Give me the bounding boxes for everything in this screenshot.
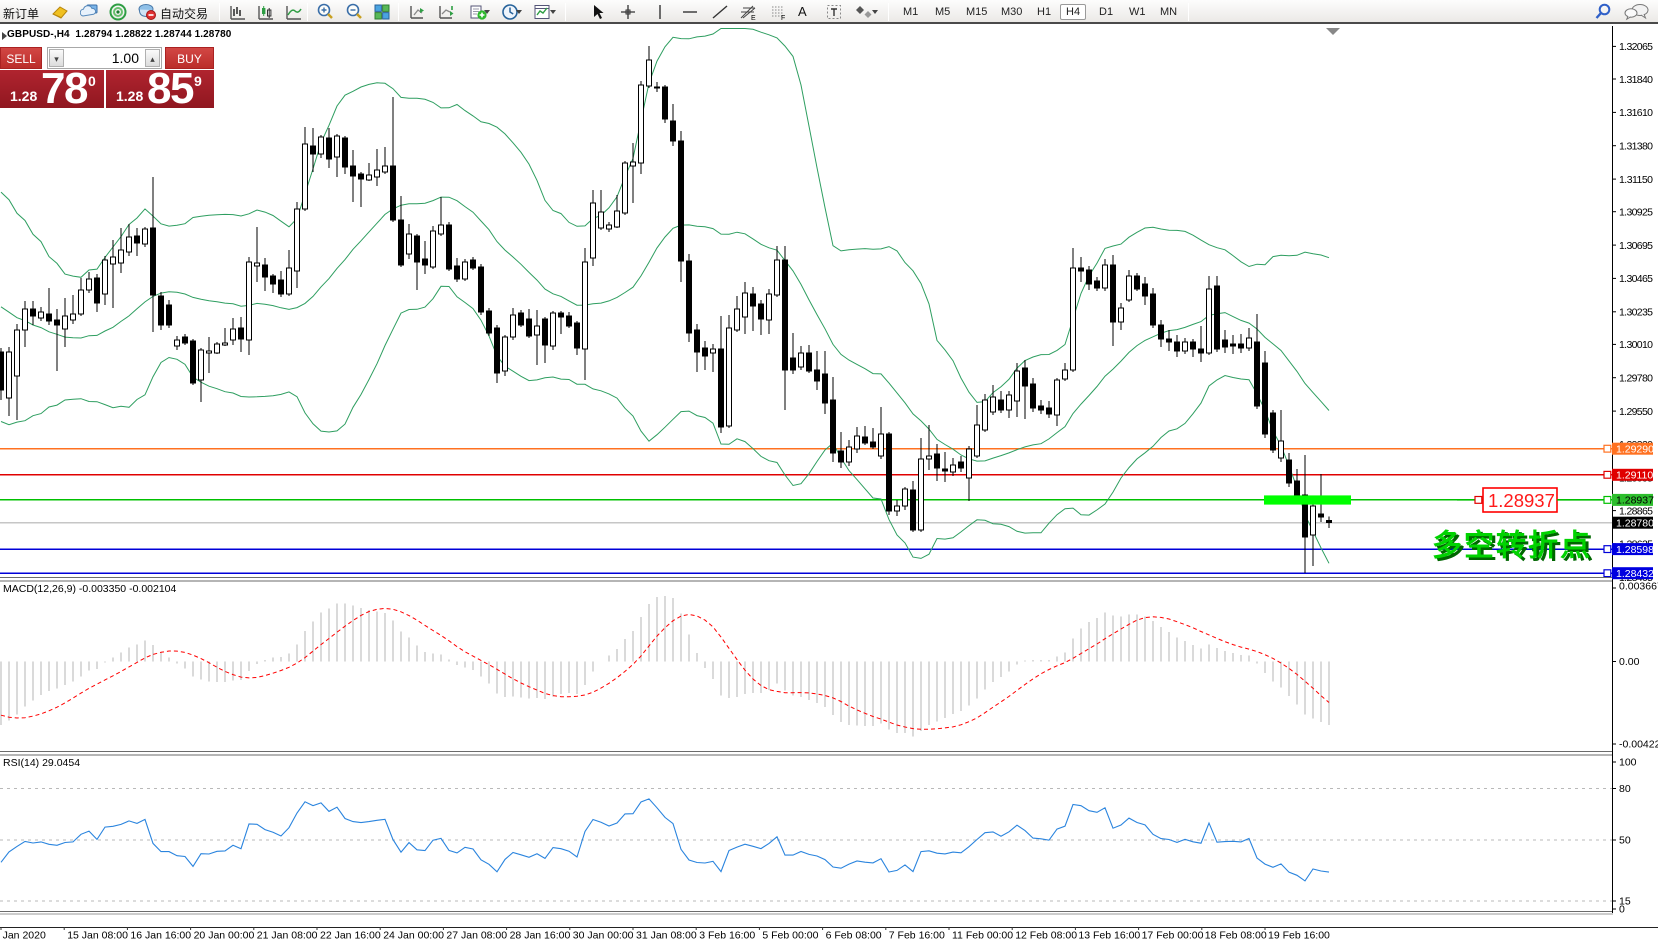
svg-text:80: 80 — [1619, 783, 1631, 795]
svg-text:1.29110: 1.29110 — [1616, 470, 1653, 482]
svg-text:20 Jan 00:00: 20 Jan 00:00 — [194, 930, 255, 942]
svg-text:12 Feb 08:00: 12 Feb 08:00 — [1015, 930, 1077, 942]
svg-text:31 Jan 08:00: 31 Jan 08:00 — [636, 930, 697, 942]
svg-text:19 Feb 16:00: 19 Feb 16:00 — [1268, 930, 1330, 942]
svg-text:1.31380: 1.31380 — [1619, 141, 1653, 153]
svg-text:18 Feb 08:00: 18 Feb 08:00 — [1205, 930, 1267, 942]
svg-text:5 Feb 00:00: 5 Feb 00:00 — [762, 930, 818, 942]
svg-text:0.003667: 0.003667 — [1619, 581, 1658, 593]
svg-text:22 Jan 16:00: 22 Jan 16:00 — [320, 930, 381, 942]
svg-text:13 Feb 16:00: 13 Feb 16:00 — [1078, 930, 1140, 942]
svg-text:0: 0 — [1619, 904, 1625, 916]
svg-text:6 Feb 08:00: 6 Feb 08:00 — [826, 930, 882, 942]
svg-text:1.29550: 1.29550 — [1619, 406, 1653, 418]
svg-text:1.30925: 1.30925 — [1619, 207, 1653, 219]
svg-text:F: F — [781, 15, 785, 22]
svg-text:1.28937: 1.28937 — [1488, 490, 1555, 511]
svg-text:3 Feb 16:00: 3 Feb 16:00 — [699, 930, 755, 942]
svg-text:RSI(14) 29.0454: RSI(14) 29.0454 — [3, 757, 80, 769]
svg-text:14 Jan 2020: 14 Jan 2020 — [0, 930, 46, 942]
svg-text:1.29290: 1.29290 — [1616, 444, 1654, 456]
svg-text:1.30010: 1.30010 — [1619, 339, 1653, 351]
svg-text:27 Jan 08:00: 27 Jan 08:00 — [446, 930, 507, 942]
svg-text:1.31150: 1.31150 — [1619, 174, 1653, 186]
svg-text:1.29780: 1.29780 — [1619, 373, 1653, 385]
svg-text:30 Jan 00:00: 30 Jan 00:00 — [573, 930, 634, 942]
svg-text:MACD(12,26,9) -0.003350 -0.002: MACD(12,26,9) -0.003350 -0.002104 — [3, 583, 177, 595]
svg-text:16 Jan 16:00: 16 Jan 16:00 — [130, 930, 191, 942]
svg-text:-0.00422: -0.00422 — [1619, 739, 1658, 751]
svg-text:1.32065: 1.32065 — [1619, 41, 1653, 53]
svg-text:1.30695: 1.30695 — [1619, 240, 1653, 252]
svg-text:11 Feb 00:00: 11 Feb 00:00 — [952, 930, 1013, 942]
svg-text:24 Jan 00:00: 24 Jan 00:00 — [383, 930, 444, 942]
svg-text:17 Feb 00:00: 17 Feb 00:00 — [1142, 930, 1204, 942]
svg-text:1.30235: 1.30235 — [1619, 307, 1653, 319]
svg-text:7 Feb 16:00: 7 Feb 16:00 — [889, 930, 945, 942]
svg-text:21 Jan 08:00: 21 Jan 08:00 — [257, 930, 318, 942]
svg-text:15: 15 — [1619, 896, 1631, 908]
svg-text:1.28865: 1.28865 — [1619, 505, 1653, 517]
svg-text:15 Jan 08:00: 15 Jan 08:00 — [67, 930, 128, 942]
svg-text:多空转折点: 多空转折点 — [1435, 532, 1595, 565]
svg-text:50: 50 — [1619, 835, 1631, 847]
svg-text:1.31610: 1.31610 — [1619, 107, 1653, 119]
svg-text:1.28598: 1.28598 — [1616, 544, 1654, 556]
svg-text:1.28937: 1.28937 — [1616, 495, 1654, 507]
svg-text:1.31840: 1.31840 — [1619, 74, 1653, 86]
svg-text:1.28780: 1.28780 — [1616, 518, 1654, 530]
svg-text:E: E — [751, 15, 756, 22]
svg-text:0.00: 0.00 — [1619, 656, 1640, 668]
svg-text:28 Jan 16:00: 28 Jan 16:00 — [510, 930, 571, 942]
svg-text:1.28432: 1.28432 — [1616, 568, 1654, 580]
svg-text:1.30465: 1.30465 — [1619, 273, 1653, 285]
svg-text:100: 100 — [1619, 757, 1637, 769]
svg-text:多空转折点: 多空转折点 — [1432, 530, 1592, 563]
